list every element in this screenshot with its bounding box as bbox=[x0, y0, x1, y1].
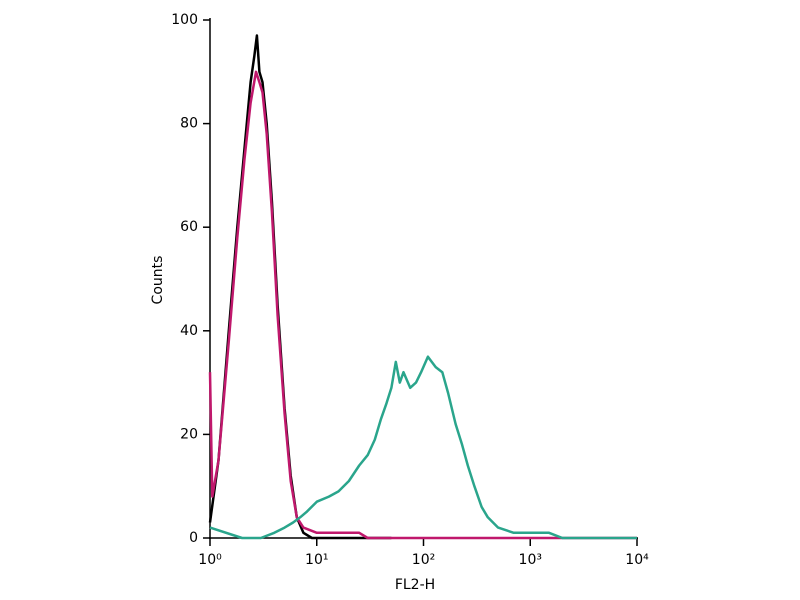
y-tick-label: 40 bbox=[180, 323, 198, 339]
y-tick-label: 100 bbox=[171, 12, 198, 28]
y-tick-label: 20 bbox=[180, 426, 198, 442]
x-axis-label: FL2-H bbox=[395, 577, 435, 593]
y-tick-label: 0 bbox=[189, 530, 198, 546]
histogram-line bbox=[209, 355, 637, 540]
x-tick-label: 10³ bbox=[519, 552, 542, 568]
y-tick-label: 80 bbox=[180, 116, 198, 132]
x-tick-label: 10⁴ bbox=[625, 552, 649, 568]
x-tick-label: 10² bbox=[412, 552, 435, 568]
histogram-line bbox=[208, 70, 637, 540]
y-axis-label: Counts bbox=[150, 256, 166, 305]
x-tick-label: 10¹ bbox=[305, 552, 328, 568]
y-tick-label: 60 bbox=[180, 219, 198, 235]
x-tick-label: 10⁰ bbox=[198, 552, 222, 568]
histogram-line bbox=[208, 34, 392, 540]
